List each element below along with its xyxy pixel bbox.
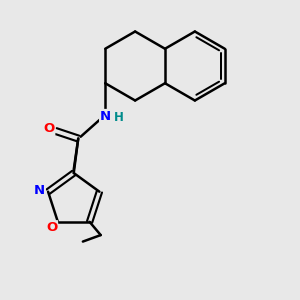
Text: N: N bbox=[100, 110, 111, 122]
Text: O: O bbox=[44, 122, 55, 134]
Text: H: H bbox=[114, 111, 124, 124]
Text: N: N bbox=[34, 184, 45, 197]
Text: O: O bbox=[46, 221, 58, 234]
